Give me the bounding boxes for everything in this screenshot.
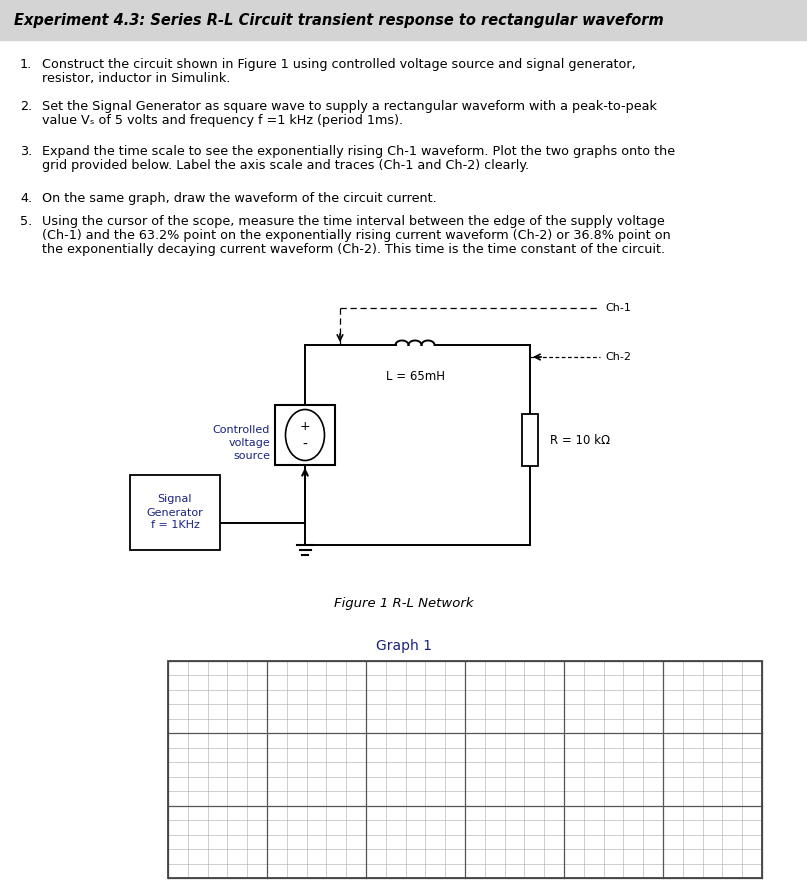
Text: Ch-2: Ch-2 [605,352,631,362]
Text: Expand the time scale to see the exponentially rising Ch-1 waveform. Plot the tw: Expand the time scale to see the exponen… [42,145,675,158]
Bar [0,0,807,40]
Text: On the same graph, draw the waveform of the circuit current.: On the same graph, draw the waveform of … [42,192,437,205]
Text: Using the cursor of the scope, measure the time interval between the edge of the: Using the cursor of the scope, measure t… [42,215,665,228]
Text: the exponentially decaying current waveform (Ch-2). This time is the time consta: the exponentially decaying current wavef… [42,243,665,256]
Text: grid provided below. Label the axis scale and traces (Ch-1 and Ch-2) clearly.: grid provided below. Label the axis scal… [42,159,529,172]
Text: 4.: 4. [20,192,32,205]
Bar [168,661,762,878]
Bar [522,414,538,466]
Text: 1.: 1. [20,58,32,71]
Text: Set the Signal Generator as square wave to supply a rectangular waveform with a : Set the Signal Generator as square wave … [42,100,657,113]
Text: Signal: Signal [157,494,192,504]
Text: f = 1KHz: f = 1KHz [151,520,199,531]
Ellipse shape [286,410,324,461]
Text: -: - [303,438,307,452]
Text: value Vₛ of 5 volts and frequency f =1 kHz (period 1ms).: value Vₛ of 5 volts and frequency f =1 k… [42,114,404,127]
Text: Figure 1 R-L Network: Figure 1 R-L Network [334,597,473,610]
Text: resistor, inductor in Simulink.: resistor, inductor in Simulink. [42,72,230,85]
Text: voltage: voltage [228,438,270,448]
Text: Ch-1: Ch-1 [605,303,631,313]
Bar [168,661,762,878]
Text: Graph 1: Graph 1 [375,639,432,653]
Text: Controlled: Controlled [212,425,270,435]
Text: (Ch-1) and the 63.2% point on the exponentially rising current waveform (Ch-2) o: (Ch-1) and the 63.2% point on the expone… [42,229,671,242]
Text: 5.: 5. [20,215,32,228]
Bar [130,475,220,550]
Text: +: + [299,420,311,434]
Text: Generator: Generator [147,508,203,517]
Text: 2.: 2. [20,100,32,113]
Text: source: source [233,451,270,461]
Text: Construct the circuit shown in Figure 1 using controlled voltage source and sign: Construct the circuit shown in Figure 1 … [42,58,636,71]
Text: 3.: 3. [20,145,32,158]
Text: L = 65mH: L = 65mH [386,370,445,383]
Text: R = 10 kΩ: R = 10 kΩ [550,434,610,447]
Text: Experiment 4.3: Series R-L Circuit transient response to rectangular waveform: Experiment 4.3: Series R-L Circuit trans… [14,12,663,27]
Bar [275,405,335,465]
